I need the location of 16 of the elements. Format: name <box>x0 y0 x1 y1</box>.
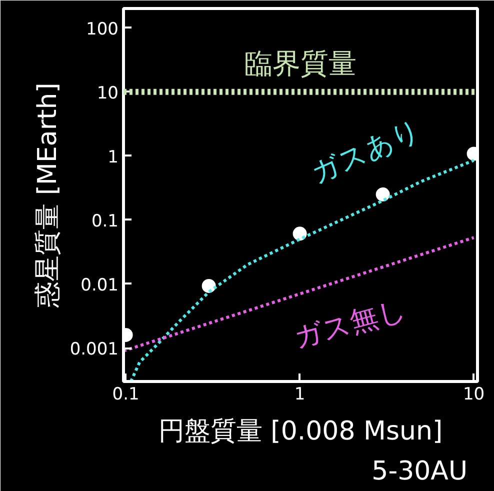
text: 5-30AU <box>372 456 468 486</box>
y-axis-title: 惑星質量 [MEarth] <box>32 82 63 308</box>
x-tick-label: 10 <box>462 384 485 404</box>
y-tick-label: 10 <box>96 83 119 104</box>
y-tick-label: 100 <box>86 19 119 40</box>
ref-line-label: 臨界質量 <box>244 46 356 80</box>
x-axis-title: 円盤質量 [0.008 Msun] <box>158 416 443 446</box>
y-tick-label: 0.01 <box>80 275 119 296</box>
y-tick-label: 0.001 <box>70 340 119 360</box>
text: ガス無し <box>290 292 410 354</box>
y-tick-label: 0.1 <box>91 211 119 232</box>
point <box>292 226 307 241</box>
y-tick-label: 1 <box>108 147 119 168</box>
text: ガスあり <box>306 112 426 190</box>
x-tick-label: 1 <box>294 384 306 404</box>
x-tick-label: 0.1 <box>112 384 140 404</box>
